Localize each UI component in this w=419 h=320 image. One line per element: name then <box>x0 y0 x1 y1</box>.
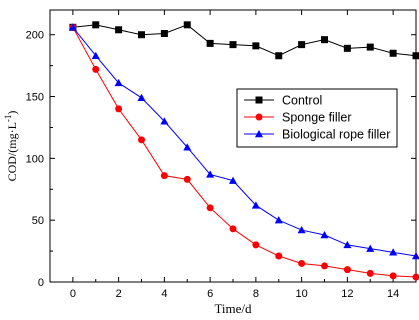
data-point <box>206 204 214 212</box>
y-tick-label: 50 <box>32 215 44 227</box>
data-point <box>321 36 328 44</box>
data-point <box>251 201 260 209</box>
data-point <box>252 241 260 249</box>
data-point <box>183 175 191 183</box>
data-point <box>115 26 123 34</box>
y-tick-label: 0 <box>38 277 44 289</box>
legend-label: Control <box>282 94 322 108</box>
y-axis-label-end: ) <box>5 111 19 115</box>
data-point <box>92 21 100 29</box>
y-axis-label-main: COD/(mg·L <box>5 122 19 181</box>
x-tick-label: 4 <box>161 288 167 300</box>
data-point <box>114 78 123 87</box>
data-point <box>297 226 306 234</box>
data-point <box>411 252 419 260</box>
data-point <box>254 129 264 138</box>
data-point <box>298 41 306 49</box>
data-point <box>366 43 374 51</box>
legend-item: Biological rope filler <box>244 128 390 142</box>
data-point <box>183 21 191 29</box>
data-point <box>320 230 329 239</box>
series-line <box>72 24 417 57</box>
data-point <box>343 266 351 274</box>
x-tick-label: 14 <box>387 288 399 300</box>
data-point <box>115 105 123 113</box>
legend-box <box>236 88 398 148</box>
data-point <box>274 216 283 224</box>
series-sponge-filler <box>69 23 419 281</box>
series-line <box>72 26 417 257</box>
data-point <box>160 172 168 180</box>
legend-item: Sponge filler <box>244 111 352 125</box>
data-point <box>160 117 169 125</box>
x-tick-label: 0 <box>70 288 76 300</box>
data-point <box>206 39 214 47</box>
data-point <box>343 44 351 52</box>
data-point <box>160 29 168 37</box>
y-tick-label: 150 <box>26 92 44 104</box>
x-tick-label: 2 <box>116 288 122 300</box>
data-point <box>91 51 100 59</box>
data-point <box>137 93 146 102</box>
y-tick-label: 200 <box>26 30 44 42</box>
data-point <box>255 113 263 121</box>
x-tick-label: 6 <box>207 288 213 300</box>
series-biological-rope-filler <box>68 23 419 260</box>
series-line <box>72 27 417 278</box>
data-point <box>92 65 100 73</box>
data-point <box>366 269 374 277</box>
data-point <box>228 176 238 184</box>
data-point <box>389 49 397 57</box>
data-point <box>183 143 192 151</box>
data-point <box>68 23 77 31</box>
data-point <box>138 31 145 39</box>
series-layer <box>68 21 419 281</box>
data-point <box>275 52 283 60</box>
data-point <box>275 252 283 260</box>
data-point <box>389 248 398 256</box>
legend-label: Sponge filler <box>282 111 352 125</box>
data-point <box>229 225 237 233</box>
legend: Control Sponge filler Biological rope fill… <box>236 88 398 148</box>
legend-label: Biological rope filler <box>282 128 390 142</box>
x-tick-label: 8 <box>253 288 259 300</box>
data-point <box>343 240 352 249</box>
legend-item: Control <box>244 94 322 108</box>
data-point <box>412 52 419 60</box>
data-point <box>366 244 375 252</box>
data-point <box>298 259 306 267</box>
x-tick-label: 12 <box>341 288 353 300</box>
y-axis-label-exponent: -1 <box>3 115 13 123</box>
data-point <box>255 96 263 104</box>
x-tick-label: 10 <box>296 288 308 300</box>
axes-layer: 0 2 4 6 8 10 12 14 0 50 100 150 200 <box>26 9 417 300</box>
x-axis-label: Time/d <box>214 301 252 316</box>
data-point <box>389 272 397 280</box>
data-point <box>412 273 419 281</box>
data-point <box>138 136 145 144</box>
data-point <box>206 170 215 178</box>
data-point <box>252 42 260 50</box>
series-control <box>69 21 419 60</box>
y-axis-label: COD/(mg·L-1) <box>3 111 19 182</box>
data-point <box>229 41 237 49</box>
y-tick-label: 100 <box>26 153 44 165</box>
data-point <box>321 262 328 270</box>
